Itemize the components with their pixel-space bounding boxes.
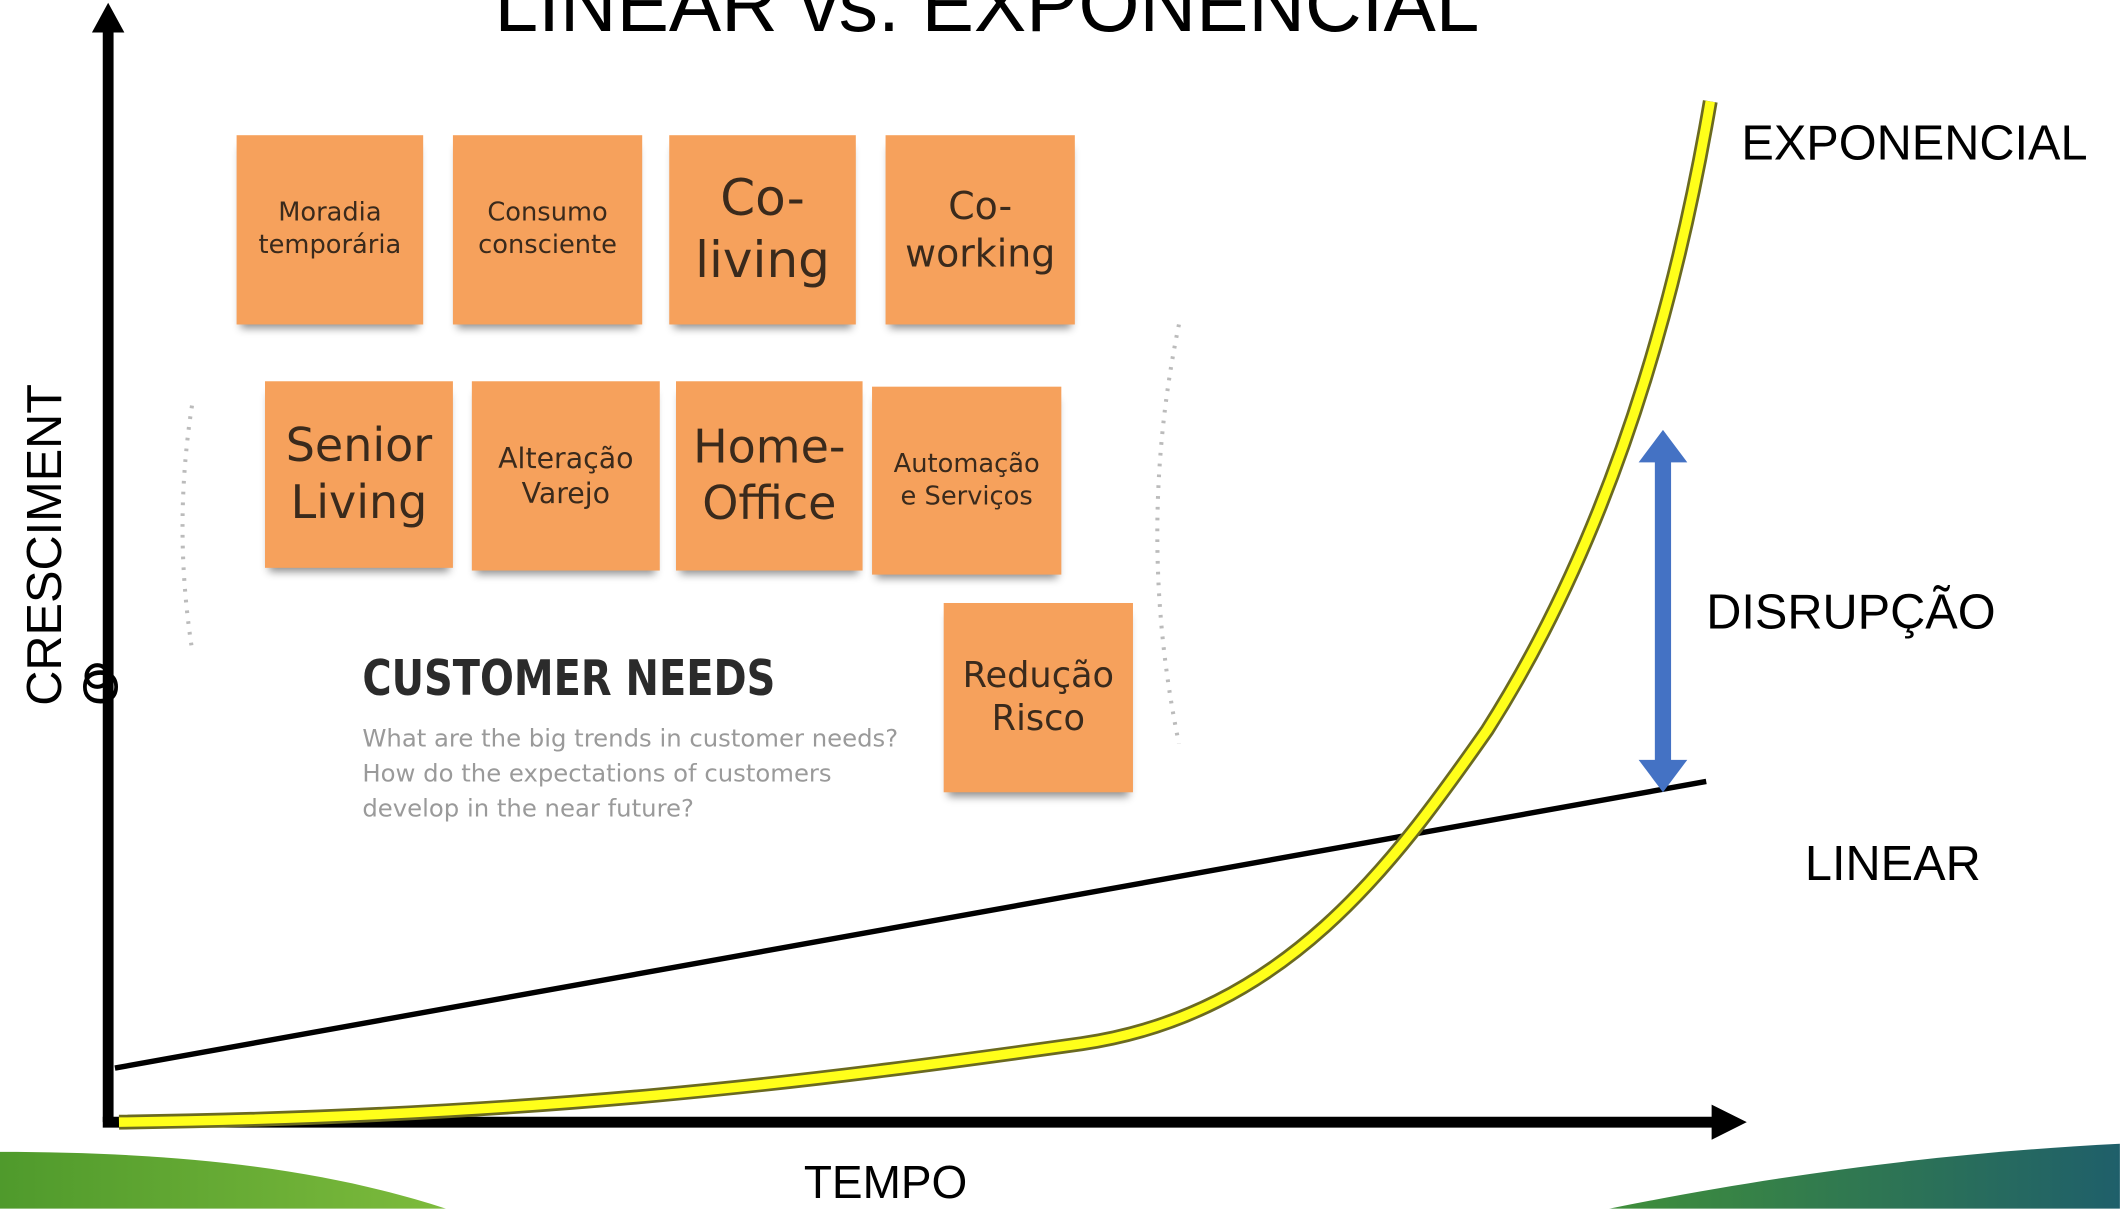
linear-line bbox=[114, 778, 1707, 1071]
board-heading: CUSTOMER NEEDS bbox=[362, 651, 776, 708]
y-axis-label: CRESCIMENTO bbox=[16, 383, 129, 706]
board-text-line: How do the expectations of customers bbox=[362, 759, 832, 789]
sticky-note: Co-working bbox=[885, 135, 1075, 325]
sticky-note: Senior Living bbox=[264, 381, 453, 568]
board-text: What are the big trends in customer need… bbox=[362, 722, 898, 827]
sticky-note: Co-living bbox=[669, 135, 856, 325]
board-text-line: What are the big trends in customer need… bbox=[362, 724, 899, 754]
board-text-line: develop in the near future? bbox=[362, 794, 694, 824]
sticky-note: Alteração Varejo bbox=[471, 381, 660, 571]
disruption-arrow-head bbox=[1638, 429, 1688, 463]
sticky-note: Consumo consciente bbox=[452, 135, 643, 325]
sticky-note: Home-Office bbox=[676, 381, 863, 571]
x-axis-arrow bbox=[1711, 1104, 1747, 1140]
disruption-arrow-head bbox=[1638, 759, 1688, 793]
sticky-note: Moradia temporária bbox=[236, 135, 424, 325]
y-axis-arrow bbox=[91, 2, 125, 33]
axis-marker bbox=[84, 663, 111, 689]
exponential-curve-outline bbox=[118, 100, 1718, 1130]
exponential-curve bbox=[118, 100, 1715, 1127]
sticky-note: Automação e Serviços bbox=[872, 386, 1062, 575]
footer-band-right bbox=[1608, 1143, 2120, 1209]
footer-band-left bbox=[0, 1151, 447, 1209]
sticky-note: Redução Risco bbox=[943, 602, 1133, 793]
disruption-label: DISRUPÇÃO bbox=[1706, 584, 1996, 640]
x-axis-label: TEMPO bbox=[803, 1157, 968, 1209]
linear-label: LINEAR bbox=[1804, 835, 1981, 891]
exponential-label: EXPONENCIAL bbox=[1741, 114, 2088, 171]
slide-title: LINEAR vs. EXPONENCIAL bbox=[494, 0, 1480, 49]
